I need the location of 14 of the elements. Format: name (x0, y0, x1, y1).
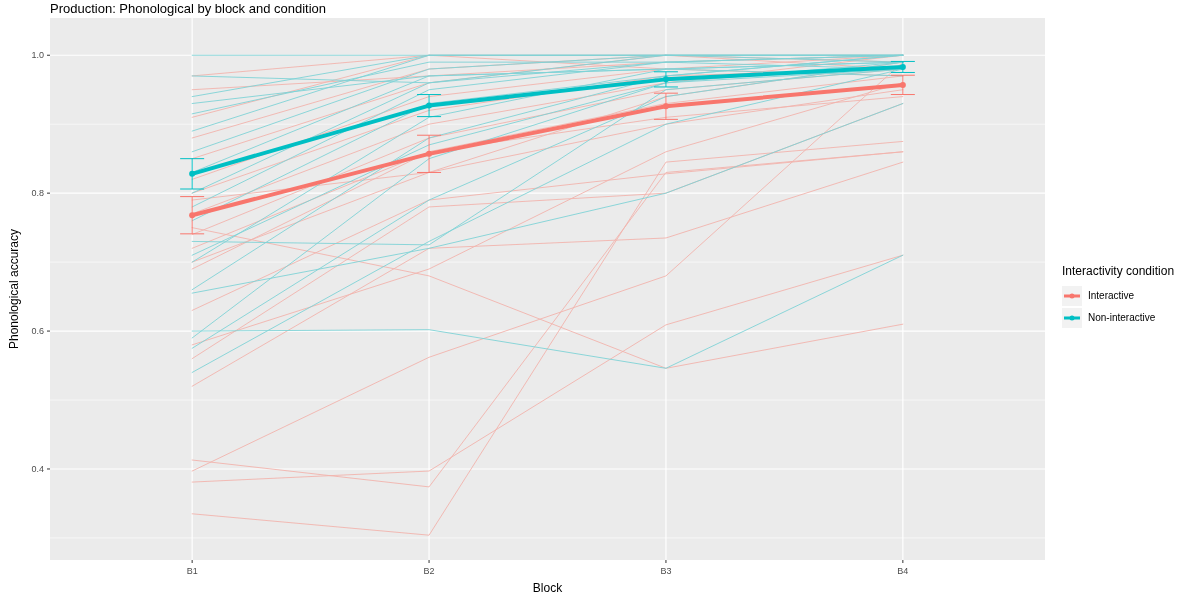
y-tick-label: 1.0 (31, 50, 44, 61)
chart-title: Production: Phonological by block and condition (50, 1, 327, 16)
x-tick-label: B4 (897, 566, 909, 576)
legend-label: Interactive (1088, 290, 1135, 302)
y-tick-label: 0.8 (31, 188, 44, 199)
x-axis-title: Block (532, 581, 564, 595)
y-axis-title: Phonological accuracy (7, 228, 21, 350)
y-tick-label: 0.4 (31, 463, 44, 474)
legend-label: Non-interactive (1088, 312, 1156, 324)
x-tick-label: B1 (186, 566, 198, 576)
x-tick-label: B2 (423, 566, 435, 576)
x-tick-label: B3 (660, 566, 672, 576)
legend-title: Interactivity condition (1062, 264, 1175, 278)
y-tick-label: 0.6 (31, 325, 44, 336)
